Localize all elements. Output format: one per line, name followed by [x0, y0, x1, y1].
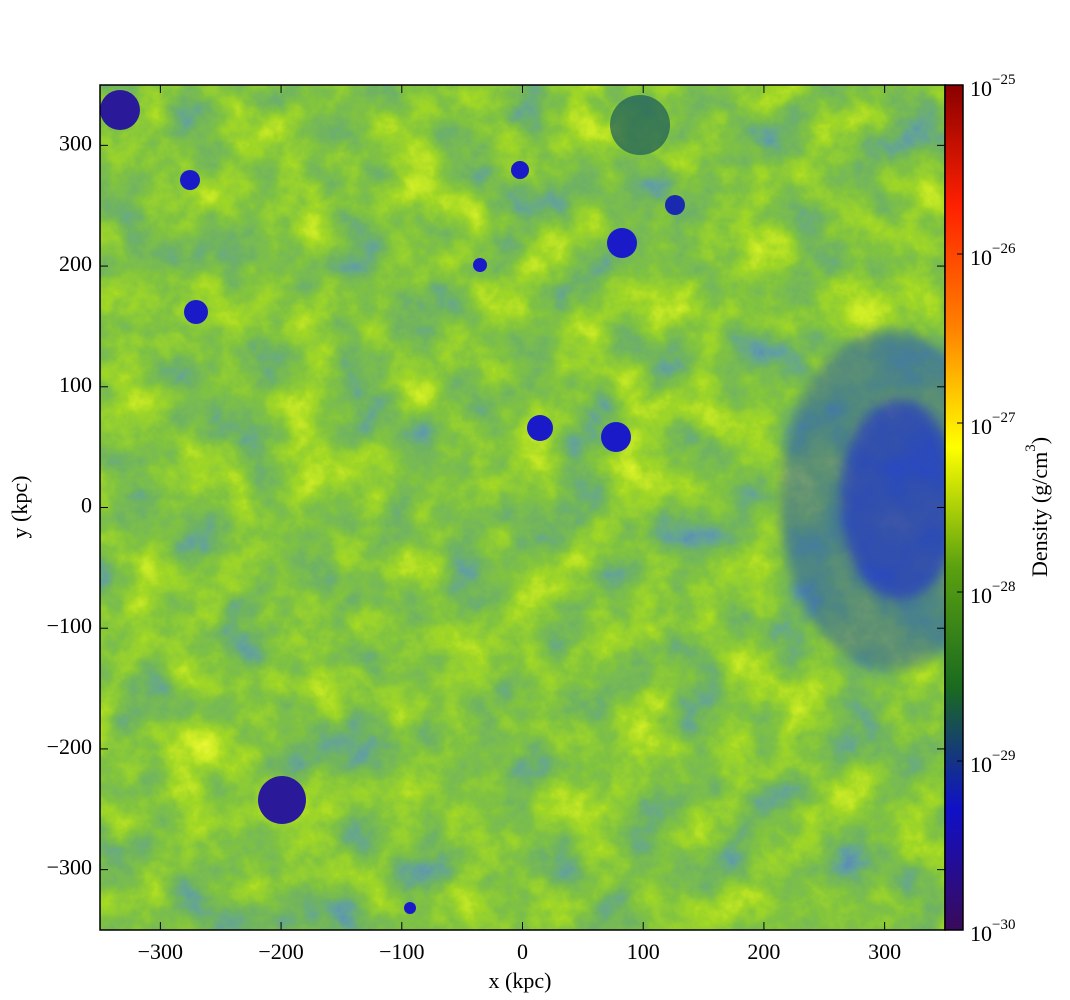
- y-tick-label: 200: [59, 251, 92, 276]
- colorbar-tick-label: 10−25: [970, 72, 1015, 101]
- colorbar-tick-label: 10−29: [970, 748, 1015, 777]
- x-tick-label: −300: [138, 939, 183, 964]
- colorbar-tick-label: 10−26: [970, 241, 1016, 270]
- y-tick-label: 0: [81, 493, 92, 518]
- y-tick-label: 100: [59, 372, 92, 397]
- density-image: [100, 85, 945, 930]
- y-tick-label: 300: [59, 130, 92, 155]
- x-tick-label: 300: [868, 939, 901, 964]
- y-axis-label: y (kpc): [7, 476, 32, 539]
- y-tick-label: −300: [47, 855, 92, 880]
- colorbar-tick-label: 10−28: [970, 579, 1015, 608]
- x-tick-label: 100: [627, 939, 660, 964]
- colorbar-tick-label: 10−27: [970, 410, 1016, 439]
- colorbar-tick-label: 10−30: [970, 917, 1015, 946]
- colorbar-label: Density (g/cm3): [1023, 437, 1052, 577]
- colorbar: [944, 84, 964, 931]
- x-tick-label: −100: [379, 939, 424, 964]
- x-tick-label: 200: [747, 939, 780, 964]
- y-tick-label: −100: [47, 613, 92, 638]
- x-axis-label: x (kpc): [489, 968, 552, 993]
- x-tick-label: −200: [258, 939, 303, 964]
- x-tick-label: 0: [517, 939, 528, 964]
- y-tick-label: −200: [47, 734, 92, 759]
